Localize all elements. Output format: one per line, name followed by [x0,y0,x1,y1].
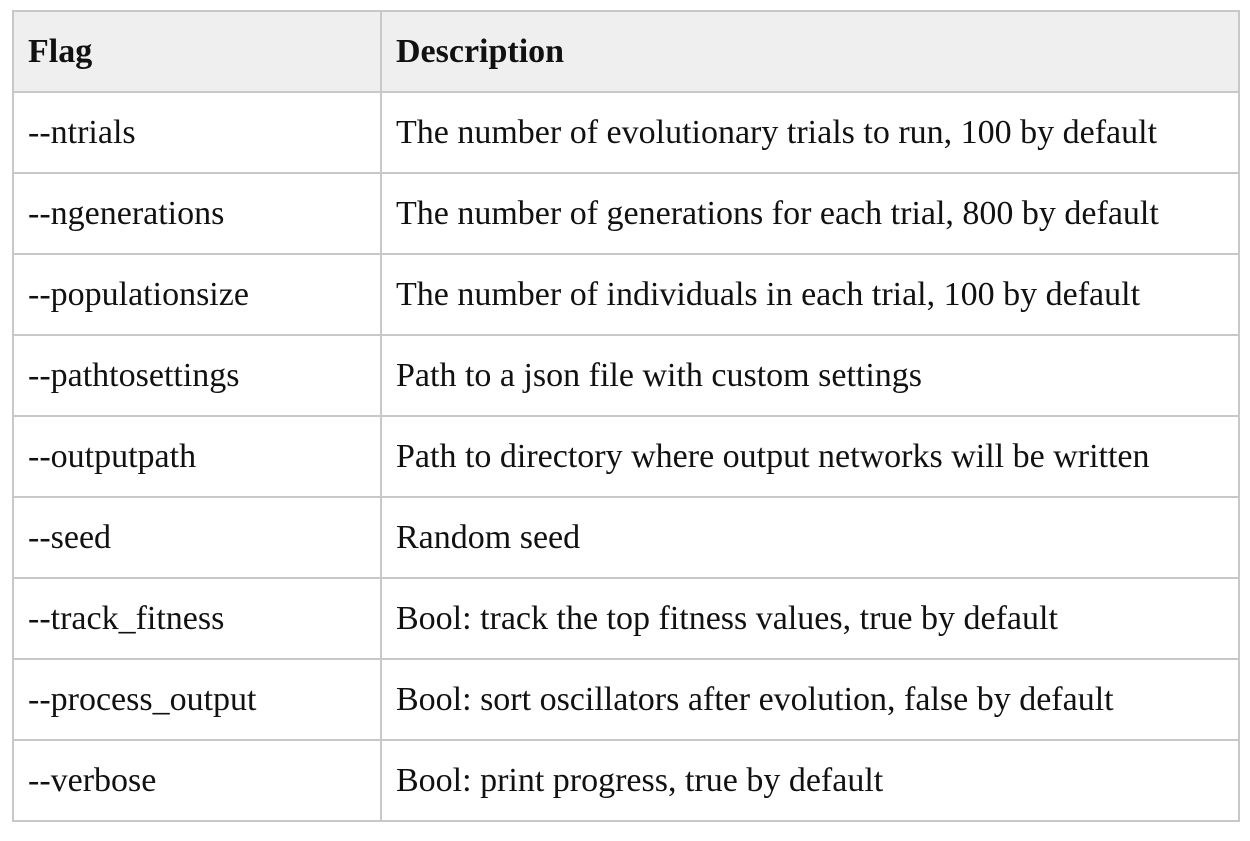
description-cell: Random seed [380,496,1240,579]
table-body: --ntrials The number of evolutionary tri… [12,91,1240,822]
table-header: Flag Description [12,10,1240,93]
table-row: --pathtosettings Path to a json file wit… [12,334,1240,417]
flag-cell: --ntrials [12,91,382,174]
header-row: Flag Description [12,10,1240,93]
table-row: --verbose Bool: print progress, true by … [12,739,1240,822]
description-cell: The number of evolutionary trials to run… [380,91,1240,174]
description-cell: Path to a json file with custom settings [380,334,1240,417]
flag-cell: --populationsize [12,253,382,336]
table-row: --track_fitness Bool: track the top fitn… [12,577,1240,660]
table-row: --ngenerations The number of generations… [12,172,1240,255]
flags-table: Flag Description --ntrials The number of… [12,10,1240,822]
column-header-flag: Flag [12,10,382,93]
description-cell: Bool: track the top fitness values, true… [380,577,1240,660]
description-cell: Bool: print progress, true by default [380,739,1240,822]
flag-cell: --ngenerations [12,172,382,255]
table-row: --populationsize The number of individua… [12,253,1240,336]
description-cell: Bool: sort oscillators after evolution, … [380,658,1240,741]
table-row: --ntrials The number of evolutionary tri… [12,91,1240,174]
column-header-description: Description [380,10,1240,93]
flag-cell: --track_fitness [12,577,382,660]
flag-cell: --verbose [12,739,382,822]
table-row: --process_output Bool: sort oscillators … [12,658,1240,741]
table-row: --outputpath Path to directory where out… [12,415,1240,498]
flag-cell: --pathtosettings [12,334,382,417]
description-cell: The number of individuals in each trial,… [380,253,1240,336]
flag-cell: --process_output [12,658,382,741]
description-cell: The number of generations for each trial… [380,172,1240,255]
table-row: --seed Random seed [12,496,1240,579]
flag-cell: --seed [12,496,382,579]
flag-cell: --outputpath [12,415,382,498]
description-cell: Path to directory where output networks … [380,415,1240,498]
